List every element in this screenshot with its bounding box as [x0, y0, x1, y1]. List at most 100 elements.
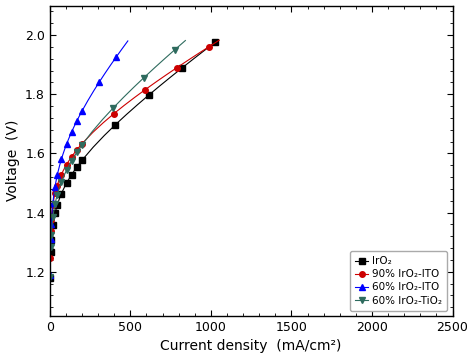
60% IrO₂-ITO [48, 226, 54, 230]
IrO₂ [53, 208, 59, 213]
90% IrO₂-ITO [185, 59, 191, 63]
90% IrO₂-ITO [153, 80, 159, 84]
60% IrO₂-ITO [62, 147, 68, 151]
60% IrO₂-ITO [57, 163, 63, 168]
60% IrO₂-ITO [64, 142, 69, 146]
60% IrO₂-TiO₂ [110, 106, 116, 110]
90% IrO₂-ITO [50, 202, 56, 207]
60% IrO₂-ITO [74, 119, 80, 123]
60% IrO₂-TiO₂ [73, 153, 78, 157]
90% IrO₂-ITO [47, 256, 53, 260]
90% IrO₂-ITO [90, 130, 95, 135]
60% IrO₂-TiO₂ [53, 199, 59, 203]
90% IrO₂-ITO [51, 198, 56, 202]
90% IrO₂-ITO [49, 215, 55, 219]
IrO₂ [65, 178, 71, 182]
IrO₂ [49, 236, 55, 240]
IrO₂ [157, 84, 163, 88]
60% IrO₂-ITO [47, 273, 53, 278]
60% IrO₂-TiO₂ [131, 85, 137, 89]
60% IrO₂-TiO₂ [69, 159, 74, 163]
60% IrO₂-ITO [77, 112, 83, 116]
90% IrO₂-ITO [57, 177, 63, 181]
60% IrO₂-ITO [50, 201, 56, 205]
60% IrO₂-TiO₂ [76, 148, 82, 152]
60% IrO₂-TiO₂ [100, 117, 106, 121]
90% IrO₂-ITO [79, 141, 85, 146]
60% IrO₂-TiO₂ [47, 275, 53, 279]
60% IrO₂-ITO [49, 208, 55, 213]
IrO₂ [48, 245, 54, 250]
60% IrO₂-ITO [108, 63, 113, 67]
60% IrO₂-TiO₂ [79, 143, 85, 147]
60% IrO₂-ITO [69, 130, 74, 134]
90% IrO₂-ITO [69, 154, 74, 159]
IrO₂ [64, 181, 69, 185]
60% IrO₂-ITO [67, 134, 73, 138]
60% IrO₂-TiO₂ [50, 215, 56, 219]
IrO₂ [55, 201, 61, 205]
60% IrO₂-ITO [49, 218, 55, 222]
IrO₂ [51, 218, 56, 223]
IrO₂ [60, 188, 66, 192]
Line: 90% IrO₂-ITO: 90% IrO₂-ITO [47, 37, 222, 260]
90% IrO₂-ITO [174, 65, 180, 70]
90% IrO₂-ITO [77, 144, 83, 148]
90% IrO₂-ITO [48, 229, 54, 233]
IrO₂ [168, 75, 174, 79]
90% IrO₂-ITO [73, 150, 78, 154]
60% IrO₂-TiO₂ [65, 165, 71, 169]
60% IrO₂-TiO₂ [172, 47, 178, 52]
IrO₂ [201, 48, 207, 53]
60% IrO₂-TiO₂ [48, 245, 54, 250]
60% IrO₂-TiO₂ [90, 129, 95, 134]
60% IrO₂-TiO₂ [162, 56, 167, 61]
60% IrO₂-TiO₂ [52, 206, 57, 210]
60% IrO₂-TiO₂ [47, 252, 53, 256]
IrO₂ [101, 134, 107, 138]
60% IrO₂-ITO [52, 189, 57, 194]
60% IrO₂-ITO [65, 138, 71, 142]
60% IrO₂-TiO₂ [48, 240, 54, 244]
60% IrO₂-ITO [55, 170, 61, 174]
IrO₂ [67, 175, 73, 180]
90% IrO₂-ITO [62, 165, 68, 170]
IrO₂ [50, 223, 56, 227]
60% IrO₂-ITO [48, 237, 54, 242]
IrO₂ [48, 242, 54, 246]
IrO₂ [55, 203, 60, 208]
60% IrO₂-TiO₂ [152, 66, 157, 70]
IrO₂ [69, 172, 74, 177]
IrO₂ [49, 228, 55, 233]
IrO₂ [71, 170, 76, 174]
90% IrO₂-ITO [71, 152, 76, 157]
60% IrO₂-ITO [47, 256, 53, 260]
IrO₂ [54, 206, 59, 210]
60% IrO₂-TiO₂ [67, 162, 73, 166]
60% IrO₂-ITO [125, 39, 131, 43]
X-axis label: Current density  (mA/cm²): Current density (mA/cm²) [161, 340, 342, 354]
60% IrO₂-ITO [73, 122, 78, 126]
60% IrO₂-ITO [85, 99, 91, 103]
60% IrO₂-ITO [48, 222, 54, 226]
90% IrO₂-ITO [164, 73, 169, 77]
IrO₂ [124, 112, 129, 117]
60% IrO₂-TiO₂ [51, 210, 56, 214]
60% IrO₂-ITO [96, 80, 102, 84]
90% IrO₂-ITO [58, 172, 64, 177]
60% IrO₂-ITO [71, 126, 76, 130]
60% IrO₂-ITO [114, 55, 119, 59]
60% IrO₂-TiO₂ [74, 150, 80, 154]
60% IrO₂-TiO₂ [49, 229, 55, 234]
IrO₂ [91, 145, 96, 149]
60% IrO₂-TiO₂ [52, 202, 58, 206]
90% IrO₂-ITO [143, 87, 148, 92]
Y-axis label: Voltage  (V): Voltage (V) [6, 120, 19, 201]
IrO₂ [73, 167, 78, 172]
90% IrO₂-ITO [111, 112, 117, 116]
IrO₂ [74, 165, 80, 169]
90% IrO₂-ITO [74, 148, 80, 152]
60% IrO₂-ITO [51, 195, 56, 199]
90% IrO₂-ITO [121, 103, 127, 107]
60% IrO₂-TiO₂ [48, 232, 54, 237]
